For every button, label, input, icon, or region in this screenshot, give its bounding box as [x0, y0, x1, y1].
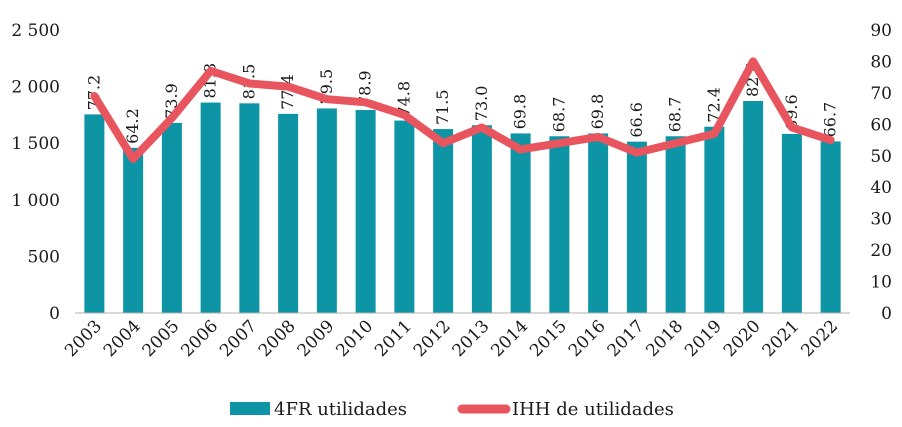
- y-right-tick-label: 10: [870, 273, 892, 293]
- bar-2015: [549, 136, 570, 313]
- x-tick-label-2006: 2006: [177, 316, 222, 361]
- bar-data-label-2018: 68.7: [666, 97, 685, 133]
- y-left-tick-label: 1 500: [11, 134, 60, 154]
- x-tick-label-2010: 2010: [332, 316, 377, 361]
- y-axis-right-ticks: 0 10 20 30 40 50 60 70 80 90: [870, 21, 892, 324]
- bar-2018: [665, 136, 686, 313]
- x-tick-label-2022: 2022: [797, 316, 842, 361]
- line-path: [90, 57, 835, 163]
- y-right-tick-label: 50: [870, 147, 892, 167]
- y-right-tick-label: 40: [870, 178, 892, 198]
- bar-2016: [588, 133, 609, 313]
- y-right-tick-label: 20: [870, 241, 892, 261]
- bar-2022: [820, 141, 841, 313]
- bar-2011: [394, 120, 415, 313]
- x-tick-label-2018: 2018: [642, 316, 687, 361]
- y-right-tick-label: 70: [870, 84, 892, 104]
- y-right-tick-label: 0: [881, 304, 892, 324]
- x-axis-ticks: 2003200420052006200720082009201020112012…: [61, 316, 842, 361]
- y-axis-left-ticks: 0 500 1 000 1 500 2 000 2 500: [11, 21, 60, 324]
- y-left-tick-label: 2 000: [11, 78, 60, 98]
- legend-swatch-bar: [230, 402, 270, 415]
- bar-data-label-2010: 78.9: [356, 70, 375, 106]
- bar-data-label-2004: 64.2: [123, 108, 142, 144]
- x-tick-label-2014: 2014: [487, 316, 532, 361]
- x-tick-label-2013: 2013: [449, 316, 494, 361]
- y-left-tick-label: 2 500: [11, 21, 60, 41]
- bar-2004: [123, 147, 144, 313]
- x-tick-label-2004: 2004: [100, 316, 145, 361]
- x-tick-label-2015: 2015: [526, 316, 571, 361]
- x-tick-label-2008: 2008: [255, 316, 300, 361]
- x-tick-label-2005: 2005: [139, 316, 184, 361]
- x-tick-label-2007: 2007: [216, 316, 261, 361]
- bar-data-label-2017: 66.6: [627, 102, 646, 138]
- legend-label-bar: 4FR utilidades: [274, 399, 407, 420]
- bars-series: [84, 101, 841, 314]
- x-tick-label-2009: 2009: [294, 316, 339, 361]
- x-tick-label-2017: 2017: [604, 316, 649, 361]
- bar-2014: [510, 133, 531, 313]
- bar-2010: [355, 110, 376, 314]
- bar-data-label-2013: 73.0: [472, 86, 491, 122]
- bar-data-label-2015: 68.7: [549, 97, 568, 133]
- bar-data-label-2022: 66.7: [821, 102, 840, 138]
- x-tick-label-2020: 2020: [720, 316, 765, 361]
- y-right-tick-label: 60: [870, 115, 892, 135]
- x-tick-label-2012: 2012: [410, 316, 455, 361]
- x-tick-label-2021: 2021: [759, 316, 804, 361]
- bar-data-label-2016: 69.8: [588, 94, 607, 130]
- bar-data-label-2012: 71.5: [433, 89, 452, 125]
- bar-data-label-2014: 69.8: [511, 94, 530, 130]
- legend: 4FR utilidades IHH de utilidades: [230, 399, 674, 420]
- bar-2013: [471, 125, 492, 313]
- bar-2003: [84, 114, 105, 313]
- bar-2020: [743, 101, 764, 314]
- bar-data-label-2011: 74.8: [394, 81, 413, 117]
- x-tick-label-2019: 2019: [681, 316, 726, 361]
- y-right-tick-label: 30: [870, 210, 892, 230]
- y-left-tick-label: 1 000: [11, 191, 60, 211]
- bar-2009: [316, 108, 337, 313]
- y-right-tick-label: 80: [870, 52, 892, 72]
- line-series: [90, 57, 835, 163]
- x-tick-label-2011: 2011: [371, 316, 416, 361]
- bar-2017: [626, 141, 647, 313]
- x-tick-label-2003: 2003: [61, 316, 106, 361]
- bar-2006: [200, 102, 221, 314]
- bar-2005: [161, 122, 182, 313]
- y-left-tick-label: 0: [49, 304, 60, 324]
- y-left-tick-label: 500: [28, 247, 60, 267]
- bar-2012: [433, 129, 454, 313]
- bar-2008: [278, 113, 299, 313]
- y-right-tick-label: 90: [870, 21, 892, 41]
- x-tick-label-2016: 2016: [565, 316, 610, 361]
- bar-2007: [239, 103, 260, 313]
- bar-data-label-2019: 72.4: [704, 87, 723, 123]
- legend-label-line: IHH de utilidades: [512, 399, 674, 420]
- bar-2019: [704, 126, 725, 313]
- bar-2021: [781, 133, 802, 313]
